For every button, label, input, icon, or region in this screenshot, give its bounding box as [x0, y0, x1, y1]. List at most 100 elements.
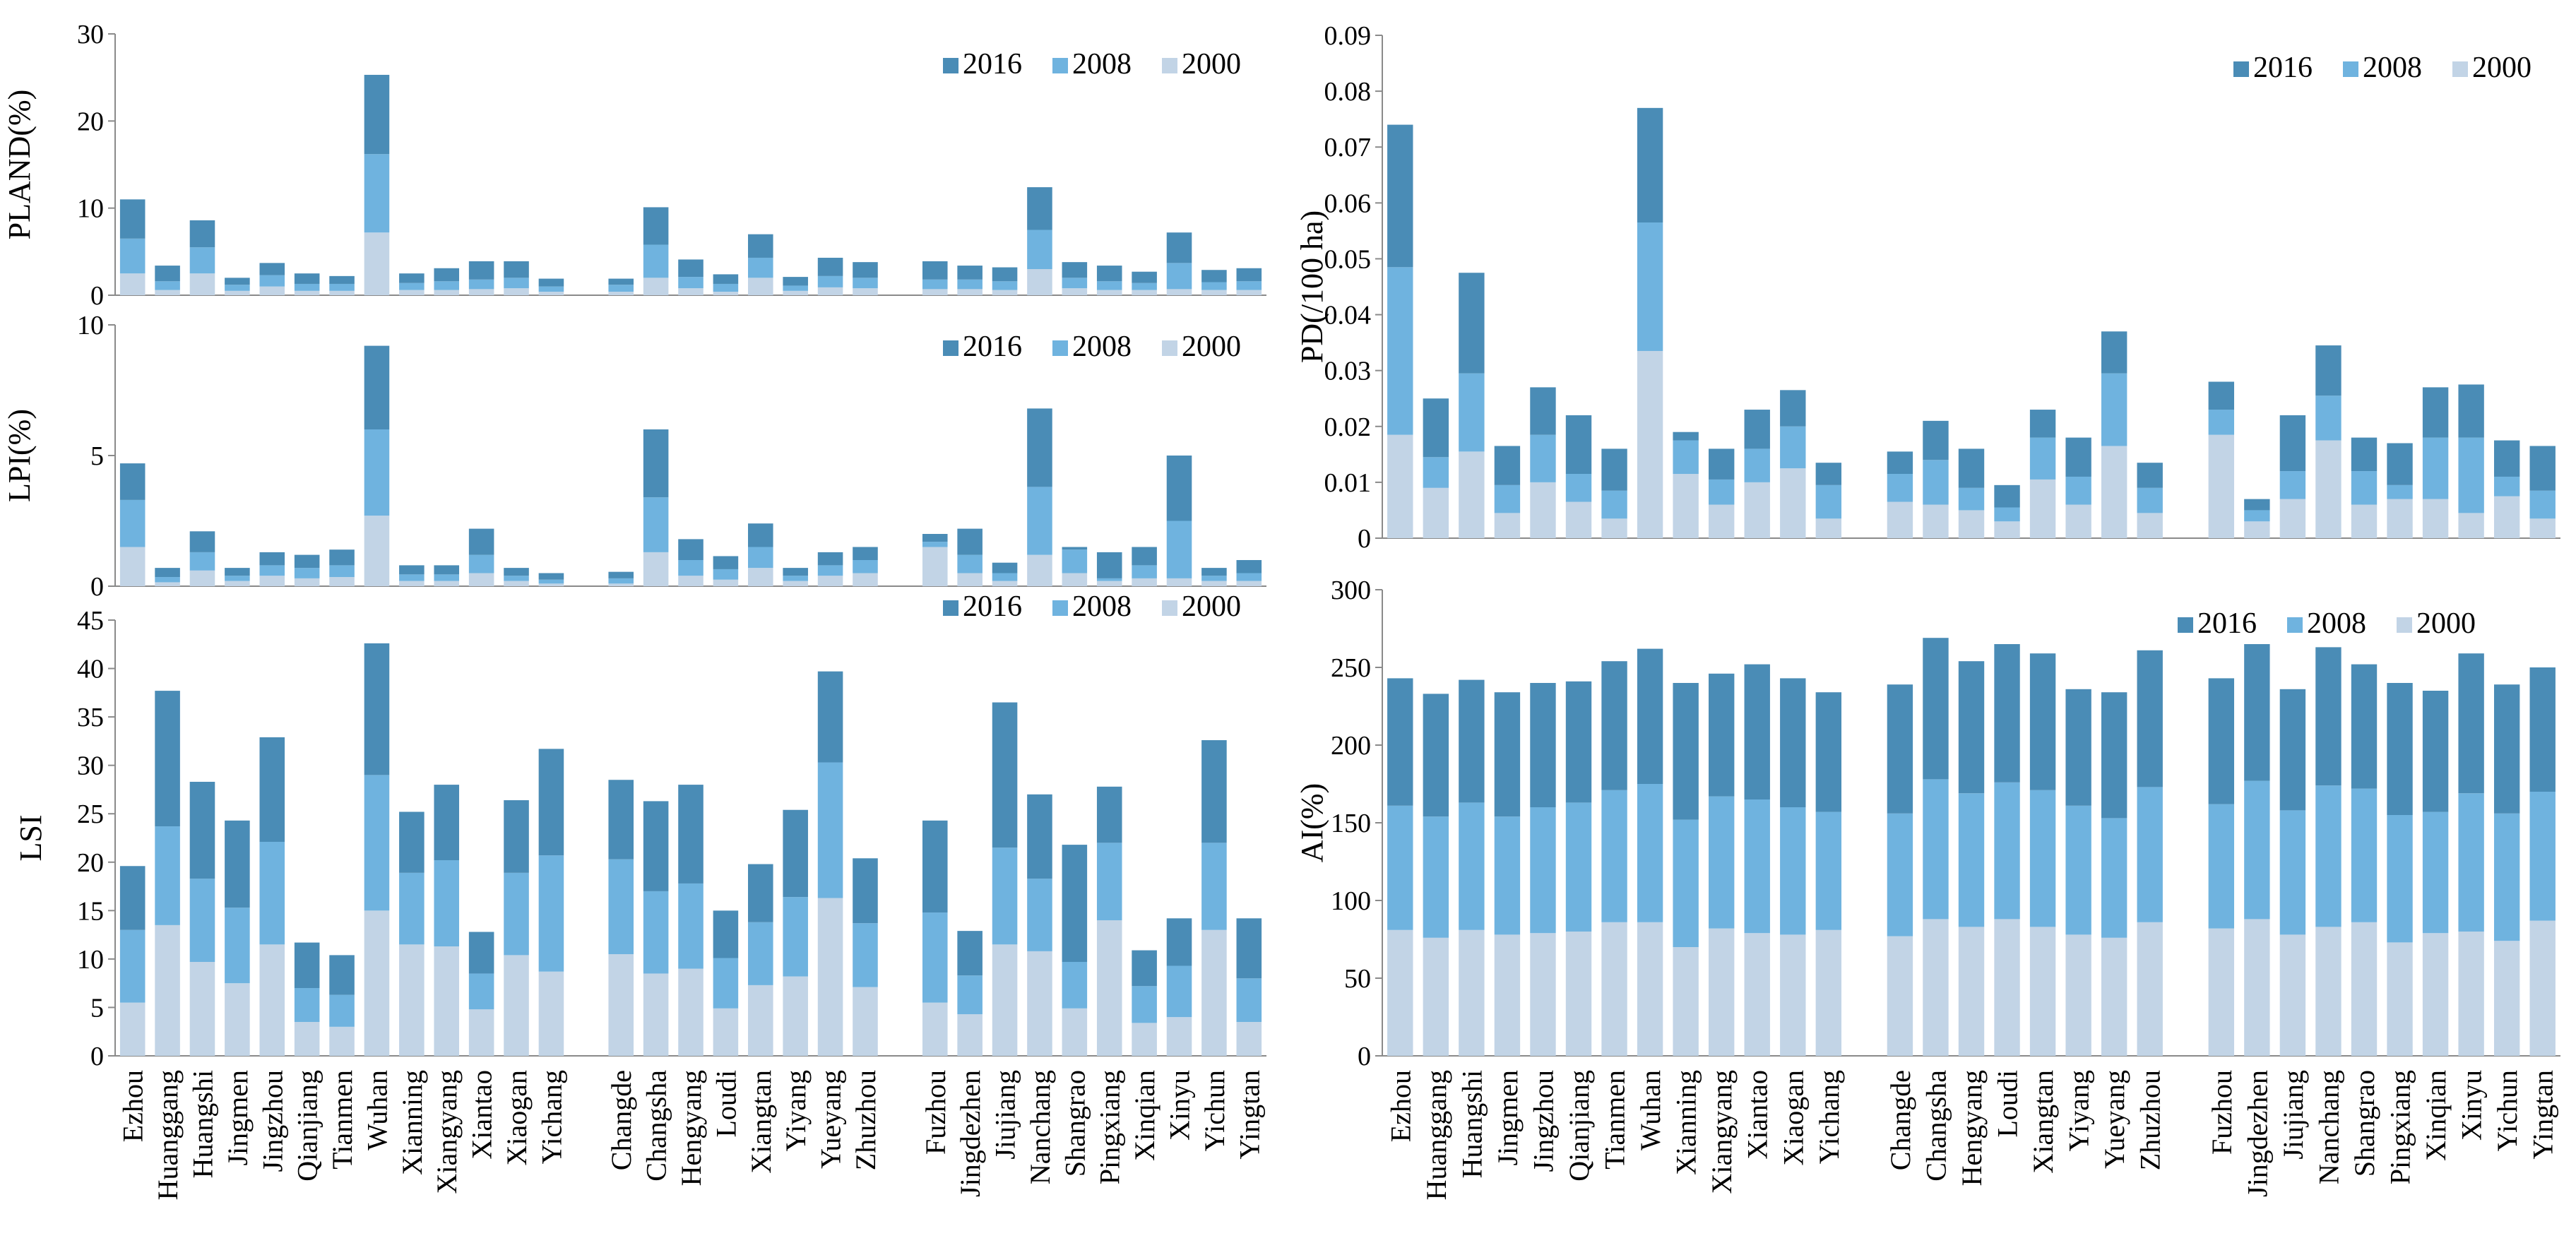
lsi-bar-2000-fuzhou — [922, 1002, 948, 1056]
lpi-bar-2016-xiaogan — [504, 568, 529, 576]
pd-bar-2016-nanchang — [2315, 345, 2341, 396]
lpi-bar-2000-huangshi — [189, 570, 215, 586]
lpi-bar-2000-jingzhou — [259, 576, 285, 586]
pland-bar-2008-wuhan — [364, 154, 390, 233]
category-label-shangrao: Shangrao — [1059, 1070, 1091, 1177]
lsi-y-tick-label: 20 — [77, 848, 104, 878]
pland-bar-2016-xinyu — [1166, 232, 1192, 263]
ai-bar-2016-xiaogan — [1780, 678, 1806, 807]
pd-bar-2000-xianning — [1673, 474, 1699, 538]
lpi-bar-2008-xianning — [399, 574, 425, 581]
ai-y-tick-label: 300 — [1331, 576, 1371, 605]
pd-bar-2016-zhuzhou — [2137, 463, 2163, 488]
lpi-bar-2000-wuhan — [364, 516, 390, 586]
pland-legend-swatch-2008 — [1052, 58, 1068, 73]
lpi-bar-2008-ezhou — [119, 499, 146, 547]
ai-y-tick-label: 200 — [1331, 731, 1371, 761]
lsi-bar-2016-ezhou — [119, 866, 146, 930]
lpi-bar-2016-fuzhou — [922, 534, 948, 542]
category-label-jingzhou: Jingzhou — [256, 1070, 288, 1172]
lpi-y-tick-label: 5 — [90, 441, 104, 471]
ai-bar-2000-fuzhou — [2208, 928, 2235, 1056]
pland-bar-2000-yichun — [1201, 290, 1227, 295]
pland-y-tick-label: 10 — [77, 194, 104, 224]
pland-bar-2008-xiantao — [468, 279, 494, 290]
lsi-bar-2000-yichun — [1201, 929, 1227, 1056]
lpi-legend-label-2000: 2000 — [1182, 331, 1241, 363]
ai-bar-2016-xinqian — [2422, 691, 2449, 812]
ai-bar-2000-yichun — [2493, 941, 2520, 1056]
pland-bar-2016-jingzhou — [259, 263, 285, 275]
ai-bar-2000-jingzhou — [1530, 933, 1556, 1056]
ai-legend-swatch-2016 — [2178, 617, 2193, 633]
lsi-bar-2016-zhuzhou — [853, 858, 878, 924]
category-label-yichang: Yichang — [1813, 1070, 1845, 1164]
category-label-nanchang: Nanchang — [2313, 1070, 2344, 1184]
pd-bar-2016-yichang — [1815, 463, 1842, 485]
lpi-legend-swatch-2008 — [1052, 340, 1068, 356]
lpi-y-tick-label: 10 — [77, 311, 104, 340]
pd-y-tick-label: 0.04 — [1324, 301, 1372, 331]
ai-bar-2016-yichun — [2493, 684, 2520, 814]
lsi-bar-2016-xiantao — [468, 932, 494, 974]
lsi-bar-2000-shangrao — [1062, 1008, 1088, 1056]
lsi-legend-swatch-2016 — [943, 600, 958, 616]
pland-bar-2016-yueyang — [817, 257, 843, 276]
lsi-bar-2008-fuzhou — [922, 912, 948, 1003]
ai-legend-swatch-2008 — [2287, 617, 2303, 633]
lsi-y-tick-label: 10 — [77, 945, 104, 975]
lpi-bar-2000-changde — [608, 583, 634, 586]
pland-bar-2008-xiaogan — [504, 278, 529, 289]
category-label-yichang: Yichang — [535, 1070, 567, 1164]
lpi-legend-label-2008: 2008 — [1072, 331, 1132, 363]
lsi-bar-2016-xiangyang — [434, 785, 460, 861]
ai-bar-2016-changde — [1887, 684, 1913, 814]
lsi-bar-2016-jiujiang — [992, 702, 1018, 848]
lsi-bar-2000-wuhan — [364, 910, 390, 1056]
lsi-bar-2008-hengyang — [678, 883, 704, 969]
pland-legend-label-2016: 2016 — [963, 48, 1022, 81]
lsi-bar-2008-tianmen — [329, 994, 355, 1027]
ai-bar-2000-huanggang — [1423, 937, 1449, 1056]
pland-bar-2000-wuhan — [364, 232, 390, 295]
pd-bar-2008-nanchang — [2315, 396, 2341, 441]
lsi-bar-2008-qianjiang — [294, 988, 320, 1023]
pland-bar-2016-yichang — [538, 278, 564, 287]
lsi-bar-2016-jingmen — [225, 820, 250, 908]
lsi-bar-2016-xianning — [399, 811, 425, 873]
lsi-bar-2008-xianning — [399, 872, 425, 945]
pd-y-axis-title: PD(/100 ha) — [1295, 210, 1329, 363]
pd-bar-2008-jingmen — [1494, 484, 1521, 513]
pd-bar-2008-xinqian — [2422, 437, 2449, 499]
lpi-bar-2016-jingmen — [225, 568, 250, 576]
pd-bar-2008-xiangyang — [1708, 479, 1735, 505]
lsi-bar-2000-xiangtan — [748, 985, 773, 1056]
lsi-bar-2000-xiangyang — [434, 946, 460, 1056]
ai-bar-2016-shangrao — [2351, 664, 2378, 789]
category-label-jiujiang: Jiujiang — [2277, 1070, 2309, 1160]
pd-bar-2008-yichun — [2493, 476, 2520, 496]
pd-bar-2016-xiangyang — [1708, 448, 1735, 480]
pd-bar-2016-jingzhou — [1530, 387, 1556, 435]
category-label-loudi: Loudi — [1992, 1070, 2024, 1138]
ai-bar-2016-zhuzhou — [2137, 650, 2163, 787]
category-label-yiyang: Yiyang — [780, 1070, 812, 1152]
pd-bar-2008-pingxiang — [2387, 484, 2413, 499]
pd-bar-2008-jingdezhen — [2244, 510, 2270, 522]
lpi-bar-2016-hengyang — [678, 539, 704, 560]
lsi-bar-2016-huanggang — [155, 691, 180, 827]
pd-bar-2000-huanggang — [1423, 487, 1449, 538]
category-label-changsha: Changsha — [1920, 1070, 1952, 1182]
pd-bar-2008-xianning — [1673, 440, 1699, 475]
pd-bar-2000-changde — [1887, 501, 1913, 538]
lpi-bar-2016-nanchang — [1027, 408, 1052, 487]
lsi-bar-2016-wuhan — [364, 643, 390, 775]
ai-bar-2008-changsha — [1923, 779, 1949, 920]
pland-bar-2008-hengyang — [678, 277, 704, 289]
lsi-bar-2000-hengyang — [678, 968, 704, 1056]
pd-bar-2008-changsha — [1923, 460, 1949, 505]
ai-legend-label-2000: 2000 — [2416, 607, 2476, 640]
pland-bar-2008-shangrao — [1062, 278, 1088, 289]
pd-bar-2008-xiantao — [1744, 448, 1770, 482]
lsi-bar-2000-yichang — [538, 971, 564, 1056]
